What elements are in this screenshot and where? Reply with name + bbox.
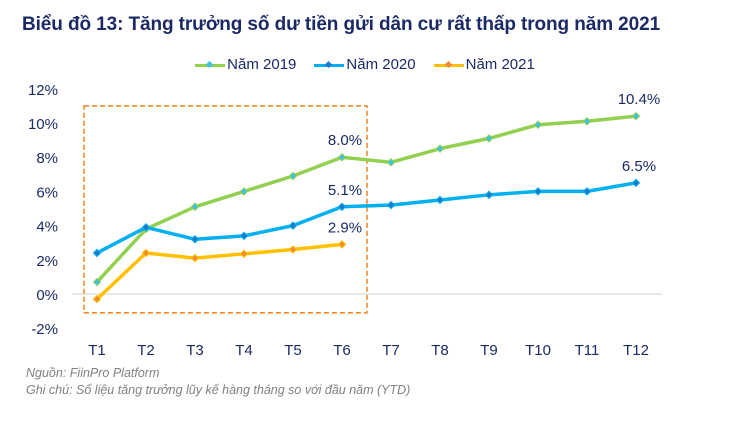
data-point bbox=[337, 152, 347, 162]
data-point bbox=[631, 178, 641, 188]
x-tick-label: T6 bbox=[333, 342, 351, 359]
source-note: Nguồn: FiinPro Platform bbox=[26, 366, 160, 380]
data-point bbox=[386, 200, 396, 210]
legend-item-2019: Năm 2019 bbox=[195, 56, 296, 73]
data-point bbox=[239, 249, 249, 259]
x-tick-label: T11 bbox=[575, 342, 600, 359]
data-point bbox=[533, 187, 543, 196]
legend-swatch-2020 bbox=[314, 59, 345, 71]
legend-item-2020: Năm 2020 bbox=[314, 56, 416, 73]
y-tick-label: 4% bbox=[36, 219, 58, 236]
x-tick-label: T1 bbox=[88, 342, 106, 359]
data-point bbox=[141, 248, 151, 258]
data-point bbox=[435, 195, 445, 205]
x-tick-label: T10 bbox=[525, 342, 551, 359]
x-tick-label: T9 bbox=[480, 342, 498, 359]
remark-note: Ghi chú: Số liệu tăng trưởng lũy kế hàng… bbox=[26, 383, 411, 397]
legend-label-2019: Năm 2019 bbox=[227, 56, 297, 73]
data-point bbox=[92, 277, 102, 287]
data-point bbox=[288, 221, 298, 230]
y-tick-label: -2% bbox=[31, 321, 58, 338]
y-tick-label: 12% bbox=[28, 82, 58, 99]
x-tick-label: T7 bbox=[382, 342, 400, 359]
data-label: 2.9% bbox=[328, 219, 362, 236]
data-point bbox=[631, 111, 641, 121]
y-tick-label: 8% bbox=[36, 150, 58, 167]
series-line-1 bbox=[96, 181, 637, 255]
data-point bbox=[239, 187, 249, 196]
data-point bbox=[582, 187, 592, 196]
data-point bbox=[337, 240, 347, 249]
data-point bbox=[239, 231, 249, 241]
data-point bbox=[582, 116, 592, 126]
data-point bbox=[288, 171, 298, 181]
data-label: 10.4% bbox=[618, 91, 661, 108]
data-point bbox=[92, 248, 102, 258]
data-point bbox=[337, 202, 347, 212]
x-tick-label: T2 bbox=[137, 342, 155, 359]
series-line-0 bbox=[95, 114, 637, 284]
data-point bbox=[386, 158, 396, 167]
data-point bbox=[288, 245, 298, 254]
series-line-2 bbox=[95, 242, 343, 301]
chart-title: Biểu đồ 13: Tăng trưởng số dư tiền gửi d… bbox=[22, 14, 661, 35]
data-point bbox=[190, 234, 200, 244]
data-label: 8.0% bbox=[328, 132, 362, 149]
y-tick-label: 6% bbox=[36, 184, 58, 201]
data-point bbox=[484, 190, 494, 200]
legend-swatch-2021 bbox=[433, 59, 464, 71]
y-tick-label: 0% bbox=[36, 287, 58, 304]
legend-swatch-2019 bbox=[195, 59, 226, 71]
highlight-box bbox=[83, 105, 368, 314]
data-point bbox=[533, 120, 543, 130]
legend-label-2021: Năm 2021 bbox=[465, 56, 535, 73]
data-point bbox=[484, 134, 494, 143]
chart-legend: Năm 2019 Năm 2020 Năm 2021 bbox=[0, 56, 730, 73]
y-tick-label: 2% bbox=[36, 253, 58, 270]
legend-item-2021: Năm 2021 bbox=[433, 56, 535, 73]
x-tick-label: T5 bbox=[284, 342, 302, 359]
data-label: 6.5% bbox=[622, 158, 656, 175]
data-point bbox=[141, 223, 151, 232]
data-point bbox=[190, 202, 200, 212]
legend-label-2020: Năm 2020 bbox=[346, 56, 416, 73]
x-tick-label: T3 bbox=[186, 342, 204, 359]
data-point bbox=[190, 253, 200, 263]
data-point bbox=[435, 144, 445, 153]
x-tick-label: T4 bbox=[235, 342, 253, 359]
x-tick-label: T8 bbox=[431, 342, 449, 359]
x-tick-label: T12 bbox=[623, 342, 649, 359]
y-tick-label: 10% bbox=[28, 116, 58, 133]
data-point bbox=[92, 294, 102, 304]
data-label: 5.1% bbox=[328, 182, 362, 199]
